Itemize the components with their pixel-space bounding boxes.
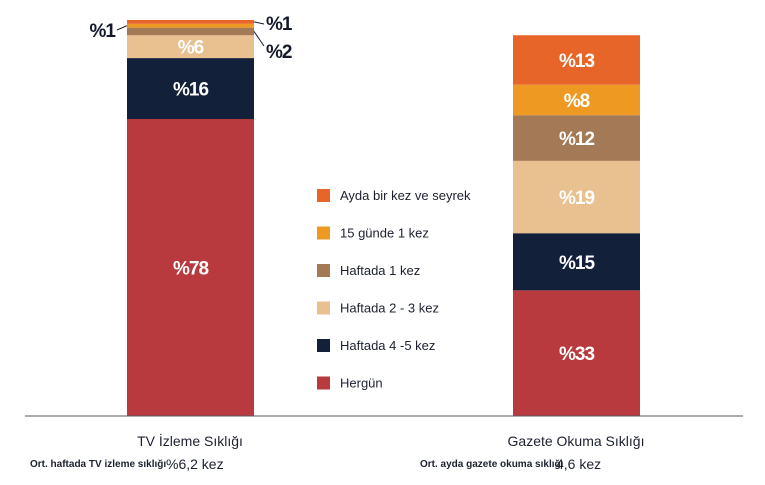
bar-value-label-tv-5: %1 bbox=[90, 21, 117, 42]
legend-swatch-4 bbox=[317, 301, 330, 315]
bar-segment-tv-5 bbox=[127, 23, 254, 28]
newspaper-average-value: 4,6 kez bbox=[556, 456, 602, 472]
bar-value-label-newspaper-6: %13 bbox=[559, 51, 594, 72]
legend-label-5: Haftada 4 -5 kez bbox=[340, 338, 435, 353]
legend-swatch-5 bbox=[317, 339, 330, 352]
bar-value-label-tv-6: %1 bbox=[266, 14, 293, 35]
newspaper-average-label: Ort. ayda gazete okuma sıklığı bbox=[420, 459, 564, 470]
bar-segment-newspaper-5 bbox=[513, 84, 640, 116]
leader-line-tv-6 bbox=[253, 21, 265, 25]
bar-value-label-newspaper-3: %19 bbox=[559, 188, 594, 209]
bar-segment-tv-4 bbox=[127, 27, 254, 36]
bar-segment-newspaper-6 bbox=[513, 35, 640, 85]
category-label-tv: TV İzleme Sıklığı bbox=[137, 432, 243, 449]
legend-label-2: 15 günde 1 kez bbox=[340, 226, 429, 241]
bar-value-label-tv-3: %6 bbox=[178, 38, 204, 59]
bar-segment-newspaper-1 bbox=[513, 290, 640, 416]
legend-swatch-1 bbox=[317, 189, 330, 202]
bar-segment-newspaper-3 bbox=[513, 160, 640, 234]
leader-line-tv-5 bbox=[116, 25, 128, 31]
bar-value-label-newspaper-4: %12 bbox=[559, 129, 594, 150]
bar-segment-tv-3 bbox=[127, 35, 254, 59]
bar-segment-newspaper-2 bbox=[513, 233, 640, 291]
leader-line-tv-4 bbox=[253, 31, 265, 47]
bar-segment-tv-2 bbox=[127, 58, 254, 119]
tv-average-value: %6,2 kez bbox=[166, 456, 224, 472]
bar-value-label-tv-1: %78 bbox=[173, 259, 208, 280]
bar-segment-newspaper-4 bbox=[513, 115, 640, 161]
bar-value-label-newspaper-5: %8 bbox=[564, 91, 590, 112]
bar-value-label-newspaper-1: %33 bbox=[559, 344, 594, 365]
legend-label-6: Hergün bbox=[340, 376, 383, 391]
category-label-newspaper: Gazete Okuma Sıklığı bbox=[508, 433, 645, 449]
legend-swatch-3 bbox=[317, 264, 330, 277]
legend-label-1: Ayda bir kez ve seyrek bbox=[340, 188, 471, 203]
legend-swatch-2 bbox=[317, 226, 330, 240]
bar-value-label-tv-4: %2 bbox=[266, 42, 292, 63]
legend-swatch-6 bbox=[317, 376, 330, 390]
bar-value-label-tv-2: %16 bbox=[173, 80, 208, 101]
bar-value-label-newspaper-2: %15 bbox=[559, 253, 595, 274]
tv-average-label: Ort. haftada TV izleme sıklığı bbox=[30, 459, 167, 470]
bar-segment-tv-1 bbox=[127, 119, 254, 416]
legend-label-4: Haftada 2 - 3 kez bbox=[340, 301, 439, 316]
bar-segment-tv-6 bbox=[127, 20, 254, 24]
legend-label-3: Haftada 1 kez bbox=[340, 263, 420, 278]
